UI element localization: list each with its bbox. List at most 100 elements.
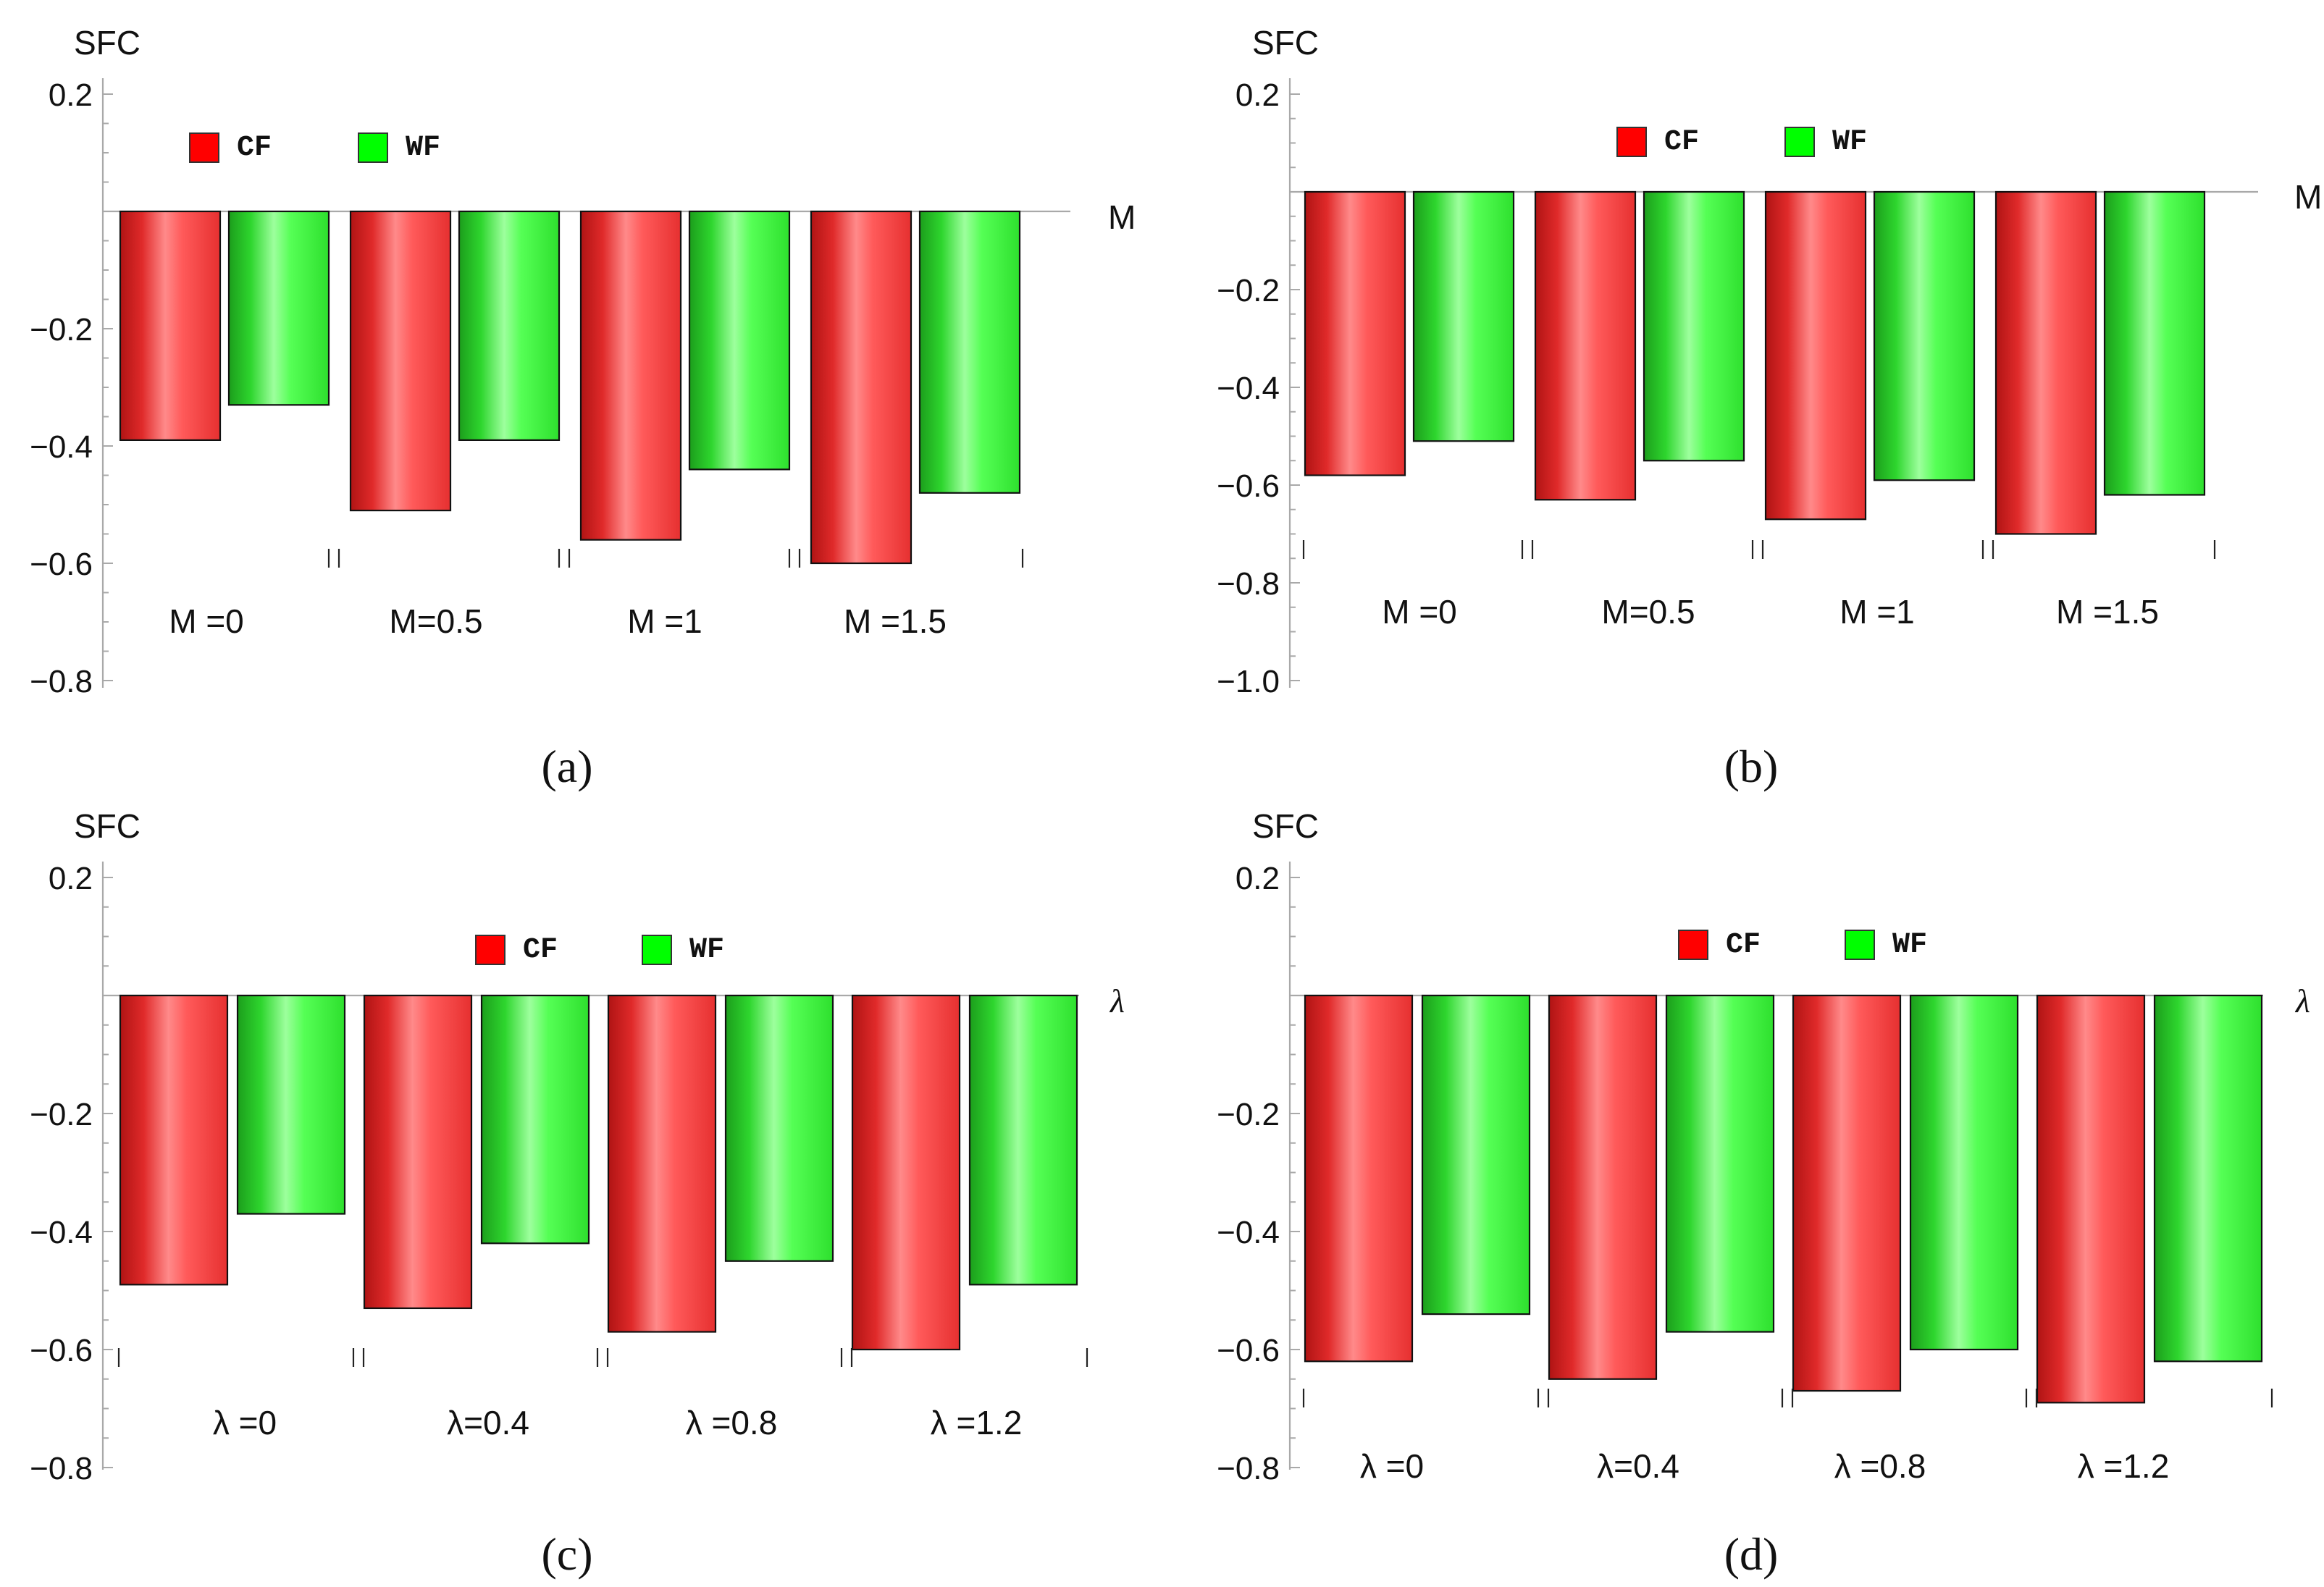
chart-panel-c: 0.2 −0.2 −0.4 −0.6 −0.8 SFC λ λ =0 λ=0.4 λ =0.8 λ …: [30, 807, 1125, 1580]
legend-label-cf: CF: [523, 934, 558, 967]
legend-label-wf: WF: [1892, 929, 1927, 961]
y-tick-label: −0.8: [1217, 566, 1280, 602]
bar-wf-2: [1665, 994, 1775, 1333]
category-label: M =0: [1382, 593, 1457, 631]
x-axis-label: M: [2294, 178, 2322, 216]
y-tick-label: −0.6: [1217, 1333, 1280, 1368]
legend-swatch-wf: [1845, 930, 1875, 960]
bar-wf-2: [480, 994, 590, 1245]
y-tick-label: −0.4: [1217, 1215, 1280, 1250]
y-tick-label: −0.2: [30, 1097, 93, 1132]
bar-cf-1: [119, 994, 229, 1286]
x-axis-label: λ: [2294, 982, 2310, 1019]
bar-wf-4: [918, 210, 1021, 494]
category-label: λ =1.2: [2078, 1447, 2170, 1485]
category-label: λ =0: [213, 1404, 277, 1441]
y-tick-label: −0.8: [1217, 1451, 1280, 1486]
bar-cf-4: [810, 210, 913, 565]
bar-cf-4: [1994, 190, 2097, 535]
category-label: M=0.5: [389, 602, 482, 640]
y-tick-label: −0.6: [30, 547, 93, 582]
bar-wf-3: [688, 210, 791, 471]
y-tick-label: 0.2: [1236, 861, 1280, 896]
y-axis-label: SFC: [74, 24, 140, 62]
bar-cf-2: [363, 994, 473, 1310]
bar-wf-3: [1873, 190, 1976, 481]
chart-panel-a: 0.2 −0.2 −0.4 −0.6 −0.8 SFC M M =0 M=0.5 M =1 M =1…: [30, 24, 1136, 792]
y-tick-label: −0.8: [30, 664, 93, 699]
bar-wf-1: [227, 210, 330, 406]
bar-cf-3: [1792, 994, 1902, 1392]
x-axis-label: λ: [1109, 982, 1125, 1019]
category-label: M =0: [169, 602, 244, 640]
y-tick-label: −0.6: [1217, 468, 1280, 504]
y-tick-label: −0.2: [1217, 273, 1280, 308]
y-axis-label: SFC: [74, 807, 140, 845]
bar-wf-2: [1643, 190, 1745, 462]
bar-cf-2: [349, 210, 452, 512]
category-label: λ =0.8: [686, 1404, 778, 1441]
y-tick-label: −0.6: [30, 1333, 93, 1368]
y-axis-label: SFC: [1252, 807, 1319, 845]
legend-label-wf: WF: [406, 132, 440, 164]
chart-panel-d: 0.2 −0.2 −0.4 −0.6 −0.8 SFC λ λ =0 λ=0.4 λ =0.8 λ …: [1217, 807, 2310, 1580]
bar-wf-4: [2103, 190, 2206, 496]
category-label: M=0.5: [1601, 593, 1695, 631]
panel-caption: (c): [541, 1528, 592, 1580]
legend-swatch-cf: [189, 132, 219, 163]
bar-wf-1: [1421, 994, 1531, 1316]
panel-caption: (a): [541, 741, 592, 792]
bar-wf-4: [2153, 994, 2263, 1363]
bar-cf-1: [119, 210, 222, 441]
legend-swatch-wf: [642, 935, 672, 965]
category-label: M =1.5: [844, 602, 947, 640]
bar-cf-4: [851, 994, 961, 1351]
legend-swatch-wf: [1784, 127, 1815, 157]
bar-cf-3: [1764, 190, 1867, 521]
bar-cf-2: [1534, 190, 1637, 501]
y-tick-label: −1.0: [1217, 664, 1280, 699]
legend-label-wf: WF: [1832, 126, 1867, 159]
bar-cf-4: [2036, 994, 2146, 1404]
legend-label-cf: CF: [237, 132, 272, 164]
y-tick-label: −0.8: [30, 1451, 93, 1486]
y-tick-label: −0.4: [1217, 371, 1280, 406]
bar-wf-3: [1909, 994, 2019, 1351]
category-label: λ=0.4: [447, 1404, 529, 1441]
y-tick-label: −0.2: [30, 312, 93, 348]
bar-wf-3: [724, 994, 834, 1262]
bar-cf-1: [1304, 190, 1406, 476]
panel-caption: (d): [1724, 1528, 1779, 1580]
legend-label-cf: CF: [1664, 126, 1699, 159]
category-label: λ =0: [1360, 1447, 1424, 1485]
bar-wf-1: [1412, 190, 1515, 442]
y-tick-label: −0.4: [30, 429, 93, 465]
legend-label-cf: CF: [1726, 929, 1761, 961]
y-tick-label: 0.2: [49, 861, 93, 896]
bar-cf-3: [607, 994, 717, 1333]
bar-wf-4: [968, 994, 1078, 1286]
category-label: λ =0.8: [1834, 1447, 1926, 1485]
chart-panel-b: 0.2 −0.2 −0.4 −0.6 −0.8 −1.0 SFC M M =0 M=0.5 M =1…: [1217, 24, 2322, 792]
category-label: M =1: [627, 602, 702, 640]
legend-label-wf: WF: [689, 934, 724, 967]
legend-swatch-cf: [1678, 930, 1708, 960]
legend-swatch-cf: [1616, 127, 1647, 157]
y-tick-label: −0.4: [30, 1215, 93, 1250]
x-axis-label: M: [1108, 198, 1136, 236]
bar-cf-2: [1548, 994, 1658, 1380]
bar-cf-3: [579, 210, 682, 541]
category-label: λ =1.2: [931, 1404, 1023, 1441]
legend-swatch-cf: [475, 935, 506, 965]
category-label: λ=0.4: [1597, 1447, 1679, 1485]
bar-wf-2: [458, 210, 561, 441]
bar-cf-1: [1304, 994, 1414, 1363]
y-tick-label: −0.2: [1217, 1097, 1280, 1132]
y-tick-label: 0.2: [1236, 77, 1280, 113]
y-tick-label: 0.2: [49, 77, 93, 113]
panel-caption: (b): [1724, 741, 1779, 792]
category-label: M =1.5: [2056, 593, 2159, 631]
category-label: M =1: [1840, 593, 1915, 631]
y-axis-label: SFC: [1252, 24, 1319, 62]
